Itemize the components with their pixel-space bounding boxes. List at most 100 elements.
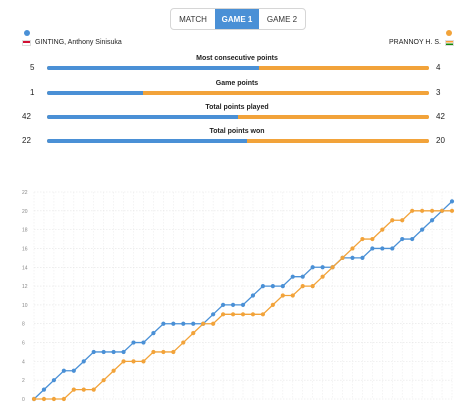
stat-left-value: 5	[30, 63, 35, 72]
series-1-point	[211, 321, 216, 326]
series-0-point	[320, 265, 325, 270]
series-1-point	[270, 302, 275, 308]
india-flag-icon	[445, 39, 454, 46]
series-1-point	[360, 236, 365, 242]
player-left: GINTING, Anthony Sinisuka	[22, 30, 122, 46]
series-1-point	[191, 331, 196, 336]
series-1-point	[439, 208, 445, 213]
series-0-point	[220, 302, 226, 308]
series-0-point	[71, 368, 76, 373]
points-progression-chart: 0 2 4 6 8 10 12 14 16 18 20 22	[22, 190, 455, 403]
y-tick-label: 10	[22, 303, 28, 309]
player-right-color-dot	[446, 30, 452, 36]
player-left-color-dot	[24, 30, 30, 36]
stat-bar-right	[142, 91, 429, 95]
series-1-point	[370, 236, 375, 242]
series-0-point	[240, 302, 246, 308]
y-tick-label: 12	[22, 284, 28, 290]
stat-bar-right	[247, 139, 429, 143]
series-1-point	[350, 246, 355, 251]
series-0-point	[360, 255, 365, 260]
series-0-point	[370, 246, 375, 251]
series-1-point	[400, 218, 405, 223]
series-0-point	[380, 246, 385, 251]
series-0-point	[429, 218, 435, 223]
series-0-point	[420, 227, 425, 232]
series-1-point	[41, 396, 47, 402]
stat-total-points-played: Total points played 42 42	[0, 104, 474, 124]
stat-bar-left	[47, 66, 260, 70]
y-tick-label: 14	[22, 265, 28, 271]
tab-match[interactable]: MATCH	[179, 14, 207, 24]
player-left-name: GINTING, Anthony Sinisuka	[35, 39, 122, 46]
series-1-point	[230, 312, 236, 317]
series-1-point	[310, 283, 315, 289]
stat-bar	[47, 115, 429, 119]
stat-bar	[47, 66, 429, 70]
stat-left-value: 22	[22, 136, 31, 145]
tab-game-2[interactable]: GAME 2	[266, 14, 298, 24]
y-tick-label: 20	[22, 209, 28, 215]
y-tick-label: 2	[22, 378, 25, 384]
series-0-point	[141, 340, 146, 345]
stat-right-value: 3	[436, 88, 441, 97]
series-1-point	[380, 227, 385, 232]
series-0-point	[151, 331, 156, 336]
series-0-point	[290, 274, 295, 279]
series-1-point	[330, 265, 335, 270]
stat-bar-right	[238, 115, 429, 119]
stat-title: Total points played	[205, 104, 269, 111]
series-0-point	[81, 359, 86, 364]
series-1-point	[51, 396, 57, 402]
series-1-point	[260, 312, 266, 317]
series-1-point	[101, 378, 106, 383]
stat-left-value: 42	[22, 112, 31, 121]
series-1-point	[240, 312, 246, 317]
series-1-point	[161, 349, 166, 355]
series-0-point	[300, 274, 305, 279]
stat-bar-right	[259, 66, 429, 70]
stat-title: Most consecutive points	[196, 55, 278, 62]
player-right: PRANNOY H. S.	[389, 30, 454, 46]
y-tick-label: 6	[22, 341, 25, 347]
series-0-point	[270, 283, 275, 289]
series-1-point	[81, 387, 86, 392]
series-1-point	[290, 293, 295, 298]
stat-game-points: Game points 1 3	[0, 80, 474, 100]
player-right-name: PRANNOY H. S.	[389, 39, 441, 46]
series-0-point	[250, 293, 256, 298]
series-0-point	[310, 265, 315, 270]
y-tick-label: 18	[22, 228, 28, 234]
series-0-point	[400, 236, 405, 242]
series-0-point	[171, 321, 176, 326]
series-0-point	[350, 255, 355, 260]
stat-bar-left	[47, 139, 248, 143]
tab-game-1[interactable]: GAME 1	[215, 9, 259, 29]
series-1-point	[420, 208, 425, 213]
series-0-point	[51, 378, 57, 383]
stat-most-consecutive-points: Most consecutive points 5 4	[0, 55, 474, 75]
stat-title: Total points won	[209, 128, 265, 135]
stat-right-value: 4	[436, 63, 441, 72]
series-0-point	[260, 283, 266, 289]
series-0-point	[211, 312, 216, 317]
series-1-point	[429, 208, 435, 213]
series-1-point	[390, 218, 395, 223]
series-0-point	[121, 349, 126, 355]
series-1-point	[300, 283, 305, 289]
stat-left-value: 1	[30, 88, 35, 97]
y-tick-label: 4	[22, 359, 25, 365]
stat-right-value: 20	[436, 136, 445, 145]
y-tick-label: 8	[22, 322, 25, 328]
game-tabs: MATCH GAME 1 GAME 2	[170, 8, 306, 30]
stat-bar	[47, 139, 429, 143]
stat-bar	[47, 91, 429, 95]
series-0-point	[280, 283, 285, 289]
series-1-point	[340, 255, 345, 260]
series-0-point	[449, 199, 455, 204]
series-0-point	[101, 349, 106, 355]
series-0-point	[410, 236, 415, 242]
series-1-point	[320, 274, 325, 279]
series-0-point	[181, 321, 186, 326]
series-0-point	[161, 321, 166, 326]
